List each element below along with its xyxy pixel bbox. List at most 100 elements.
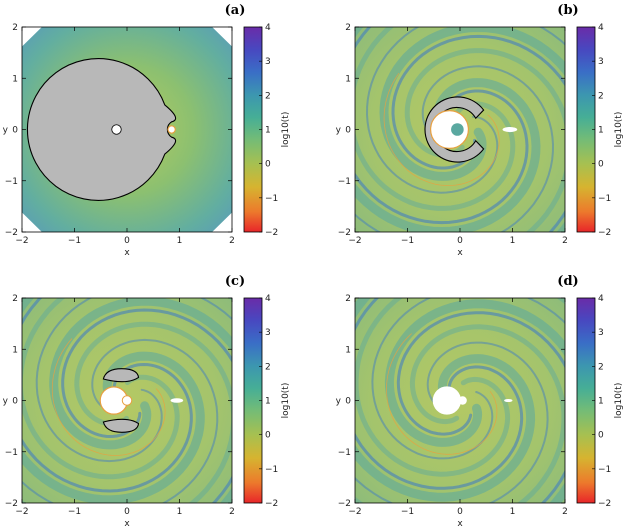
hill-region-secondary xyxy=(458,396,467,405)
plot-area xyxy=(355,298,565,503)
spiral-arm-1 xyxy=(379,27,565,232)
secondary-body xyxy=(504,398,513,403)
x-tick-label: 0 xyxy=(457,236,463,246)
colorbar-tick-label: 1 xyxy=(265,126,271,136)
spiral-arm-3 xyxy=(61,308,232,503)
spiral-arm-5 xyxy=(404,48,565,232)
y-tick-label: 2 xyxy=(345,294,351,304)
x-axis-label: x xyxy=(124,248,130,258)
x-tick-label: 2 xyxy=(562,236,568,246)
x-tick-label: 1 xyxy=(510,507,516,517)
separatrix-trace xyxy=(386,333,498,455)
colorbar-tick-label: −1 xyxy=(265,194,278,204)
colorbar-tick-label: 1 xyxy=(598,126,604,136)
colorbar-tick-label: −2 xyxy=(598,228,611,238)
x-tick-label: −1 xyxy=(401,507,414,517)
spiral-arm-2 xyxy=(22,298,205,503)
colorbar-tick-label: −1 xyxy=(598,194,611,204)
colorbar-tick-label: 2 xyxy=(598,91,604,101)
x-tick-label: 0 xyxy=(457,507,463,517)
primary-body xyxy=(111,124,122,135)
plot-area xyxy=(355,27,565,232)
panel-label: (b) xyxy=(557,3,578,18)
colorbar-tick-label: 3 xyxy=(265,328,271,338)
x-tick-label: −1 xyxy=(68,507,81,517)
x-tick-label: −1 xyxy=(401,236,414,246)
hill-region-primary xyxy=(432,386,462,415)
hill-region-primary xyxy=(430,109,470,149)
spiral-arm-1 xyxy=(49,298,232,503)
x-tick-label: 0 xyxy=(124,507,130,517)
y-tick-label: 0 xyxy=(345,397,351,407)
forbidden-lobe-upper xyxy=(102,368,140,383)
x-tick-label: 2 xyxy=(229,507,235,517)
y-tick-label: 0 xyxy=(345,126,351,136)
colorbar-tick-label: 4 xyxy=(598,23,604,33)
secondary-body xyxy=(502,126,518,133)
spiral-arm-4 xyxy=(355,298,524,490)
panel-label: (d) xyxy=(557,274,578,289)
x-tick-label: −2 xyxy=(15,507,28,517)
colorbar-tick-label: −1 xyxy=(265,465,278,475)
x-tick-label: 2 xyxy=(562,507,568,517)
y-tick-label: 1 xyxy=(12,345,18,355)
y-tick-label: 1 xyxy=(345,74,351,84)
plot-area xyxy=(22,27,232,232)
y-tick-label: −1 xyxy=(5,177,18,187)
separatrix-trace xyxy=(51,338,166,456)
spiral-arm-5 xyxy=(22,321,232,503)
spiral-arm-6 xyxy=(22,298,232,480)
y-axis-label: y xyxy=(336,397,342,407)
x-tick-label: −2 xyxy=(348,236,361,246)
colorbar-tick-label: −2 xyxy=(598,499,611,509)
spiral-arm-4 xyxy=(355,27,529,225)
colorbar-tick-label: 3 xyxy=(598,328,604,338)
secondary-body xyxy=(170,398,184,403)
x-axis-label: x xyxy=(457,248,463,258)
colorbar-label: log10(t) xyxy=(281,112,291,148)
y-tick-label: −2 xyxy=(338,499,351,509)
colorbar-tick-label: 2 xyxy=(598,362,604,372)
x-tick-label: 1 xyxy=(510,236,516,246)
x-tick-label: 0 xyxy=(124,236,130,246)
separatrix-trace xyxy=(383,72,500,186)
x-tick-label: 2 xyxy=(229,236,235,246)
spiral-arm-5 xyxy=(355,324,565,503)
x-axis-label: x xyxy=(457,519,463,529)
spiral-arm-8 xyxy=(35,298,232,463)
spiral-arm-7 xyxy=(355,341,549,503)
forbidden-lobe-lower xyxy=(102,418,140,433)
x-tick-label: 1 xyxy=(177,507,183,517)
y-tick-label: 0 xyxy=(12,126,18,136)
x-tick-label: 1 xyxy=(177,236,183,246)
spiral-arm-3 xyxy=(396,311,565,503)
y-tick-label: −2 xyxy=(338,228,351,238)
spiral-arm-7 xyxy=(22,338,219,503)
spiral-arm-6 xyxy=(355,298,565,477)
colorbar-label: log10(t) xyxy=(614,383,624,419)
colorbar-tick-label: 4 xyxy=(598,294,604,304)
panel-label: (c) xyxy=(225,274,245,289)
colorbar-tick-label: −2 xyxy=(265,499,278,509)
colorbar-tick-label: 3 xyxy=(265,57,271,67)
colorbar-tick-label: 2 xyxy=(265,362,271,372)
hill-region-secondary xyxy=(121,395,133,406)
x-tick-label: −2 xyxy=(348,507,361,517)
y-tick-label: 2 xyxy=(345,23,351,33)
spiral-arm-8 xyxy=(365,27,565,194)
y-axis-label: y xyxy=(3,126,9,136)
colorbar-tick-label: 0 xyxy=(265,431,271,441)
secondary-body xyxy=(167,125,176,134)
y-tick-label: −1 xyxy=(338,448,351,458)
spiral-arm-6 xyxy=(355,27,516,211)
spiral-arm-7 xyxy=(355,65,555,232)
colorbar-tick-label: 0 xyxy=(265,160,271,170)
colorbar-tick-label: 4 xyxy=(265,294,271,304)
x-tick-label: −2 xyxy=(15,236,28,246)
y-tick-label: 2 xyxy=(12,23,18,33)
colorbar-tick-label: 1 xyxy=(598,397,604,407)
